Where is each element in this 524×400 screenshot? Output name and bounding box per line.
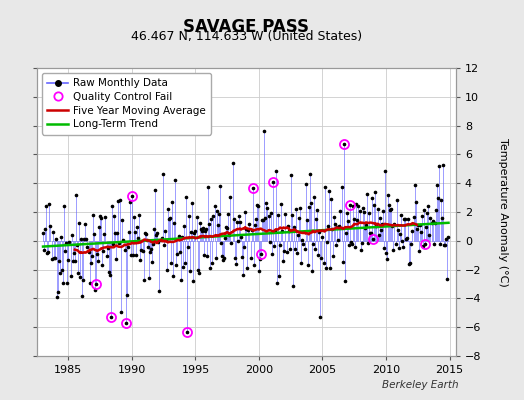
Text: 46.467 N, 114.633 W (United States): 46.467 N, 114.633 W (United States) [130, 30, 362, 43]
Legend: Raw Monthly Data, Quality Control Fail, Five Year Moving Average, Long-Term Tren: Raw Monthly Data, Quality Control Fail, … [42, 73, 211, 134]
Text: Berkeley Earth: Berkeley Earth [382, 380, 458, 390]
Text: SAVAGE PASS: SAVAGE PASS [183, 18, 309, 36]
Y-axis label: Temperature Anomaly (°C): Temperature Anomaly (°C) [498, 138, 508, 286]
